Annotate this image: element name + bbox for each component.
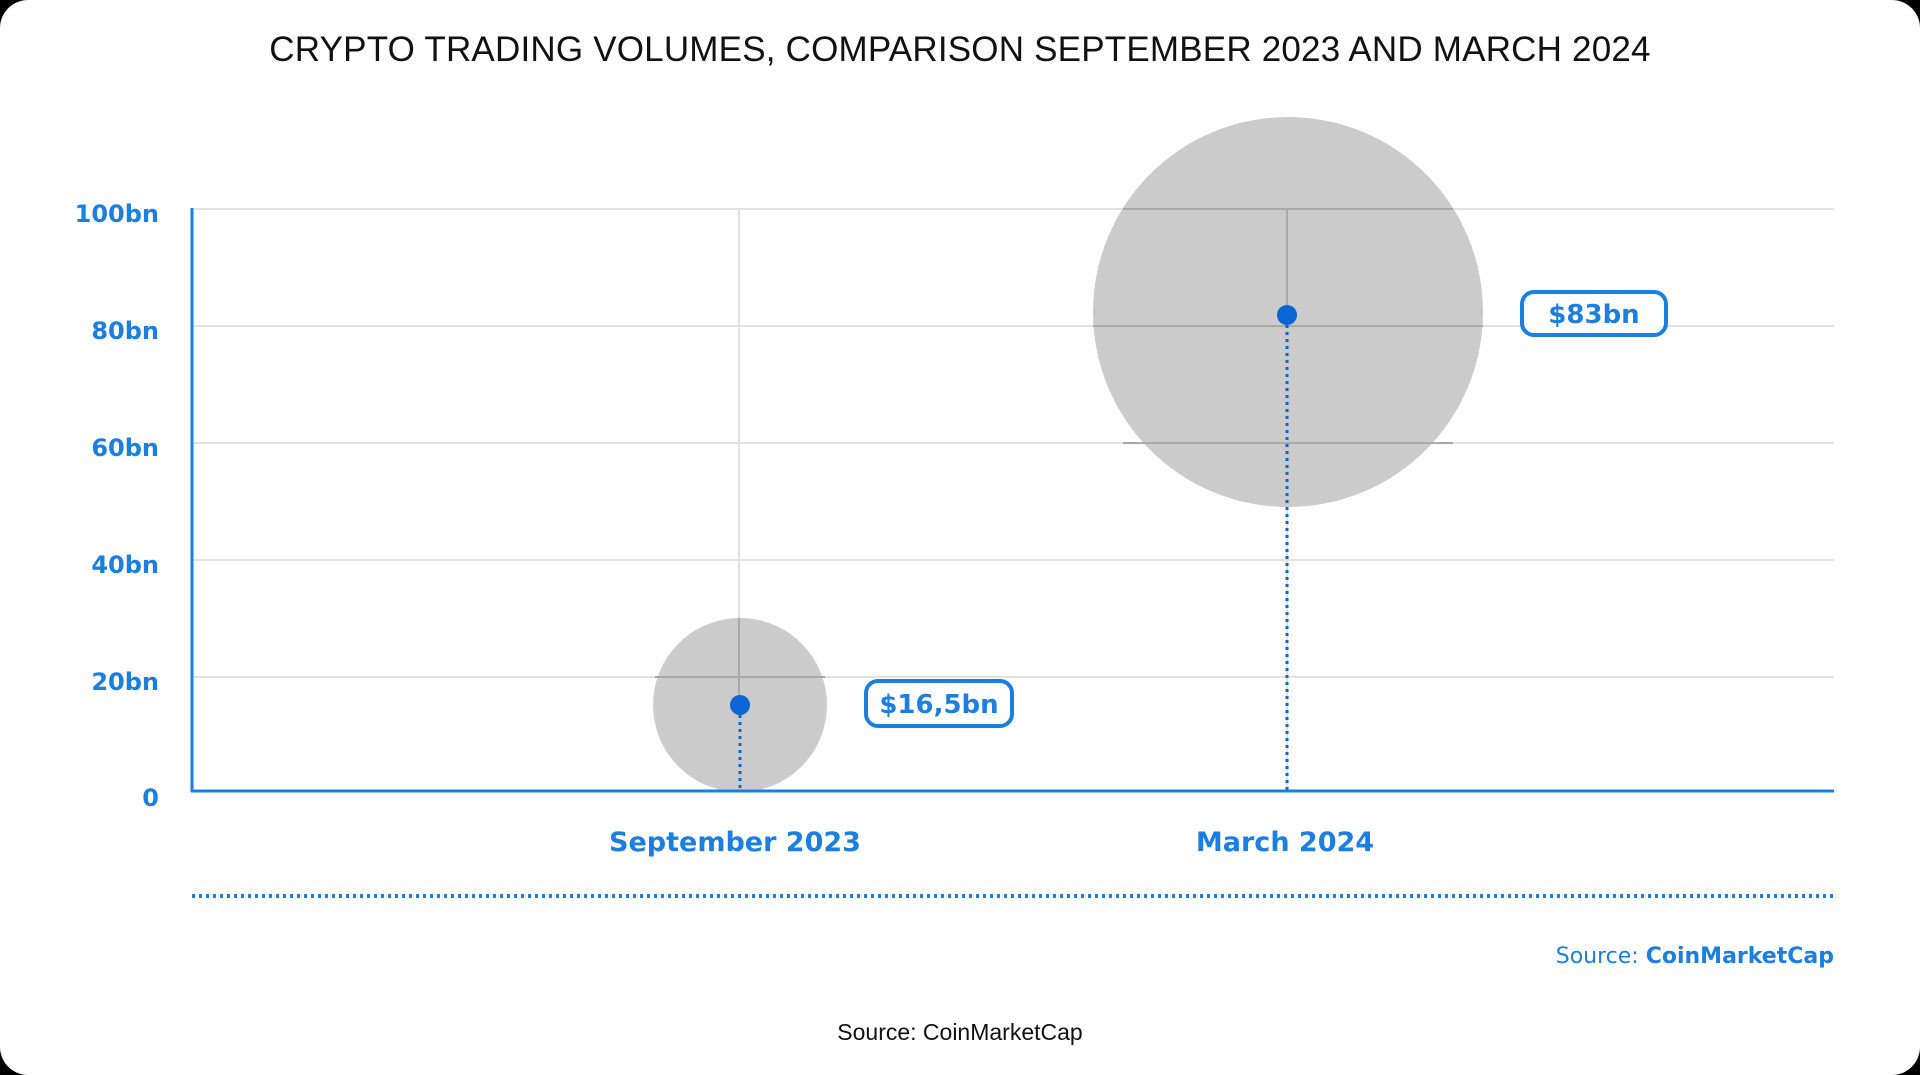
x-label-march-2024: March 2024 <box>1196 827 1374 858</box>
point-september-2023 <box>730 695 750 715</box>
svg-text:$83bn: $83bn <box>1548 300 1639 330</box>
y-tick-40: 40bn <box>91 551 159 579</box>
point-march-2024 <box>1277 305 1297 325</box>
y-tick-labels: 100bn 80bn 60bn 40bn 20bn 0 <box>75 200 159 812</box>
caption-source: Source: CoinMarketCap <box>837 1019 1083 1045</box>
inner-source-note: Source: CoinMarketCap <box>1556 944 1834 969</box>
chart-title: CRYPTO TRADING VOLUMES, COMPARISON SEPTE… <box>269 30 1651 69</box>
value-label-march-2024: $83bn <box>1520 290 1668 337</box>
source-prefix: Source: <box>1555 944 1646 969</box>
y-tick-60: 60bn <box>91 434 159 462</box>
svg-text:$16,5bn: $16,5bn <box>879 690 998 720</box>
x-label-september-2023: September 2023 <box>609 827 861 858</box>
y-tick-100: 100bn <box>75 200 159 228</box>
y-tick-80: 80bn <box>91 317 159 345</box>
source-name: CoinMarketCap <box>1645 944 1834 969</box>
gridlines <box>192 208 1834 791</box>
y-tick-0: 0 <box>142 784 159 812</box>
value-label-september-2023: $16,5bn <box>864 679 1014 728</box>
y-tick-20: 20bn <box>91 668 159 696</box>
